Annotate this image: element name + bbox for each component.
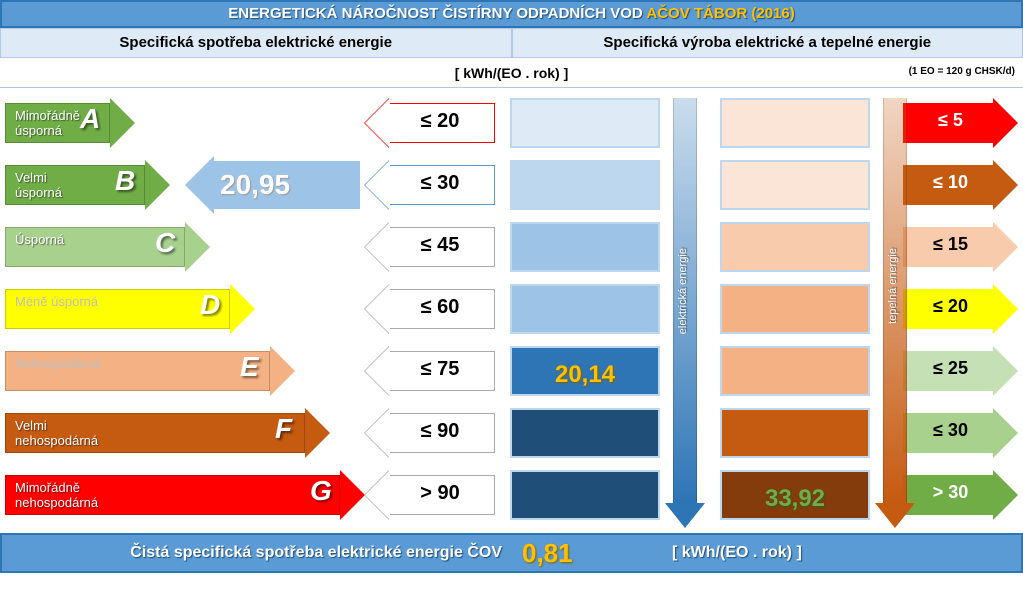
heat-block-E (720, 346, 870, 396)
content-area: Čistá specifická spotřeba elektrické ene… (0, 88, 1023, 536)
heat-block-F (720, 408, 870, 458)
heat-block-A (720, 98, 870, 148)
category-arrow-E: Nehospodárná E (5, 346, 295, 396)
elec-block-E: 20,14 (510, 346, 660, 396)
elec-block-F (510, 408, 660, 458)
right-threshold-B: ≤ 10 (903, 160, 1018, 210)
threshold-C: ≤ 45 (365, 222, 495, 272)
footer-unit: [ kWh/(EO . rok) ] (672, 544, 1021, 562)
right-threshold-C: ≤ 15 (903, 222, 1018, 272)
title-prefix: ENERGETICKÁ NÁROČNOST ČISTÍRNY ODPADNÍCH… (228, 5, 646, 22)
category-arrow-F: Velminehospodárná F (5, 408, 330, 458)
elec-block-B (510, 160, 660, 210)
elec-block-D (510, 284, 660, 334)
title-location: AČOV TÁBOR (2016) (646, 5, 794, 22)
right-threshold-D: ≤ 20 (903, 284, 1018, 334)
header-right: Specifická výroba elektrické a tepelné e… (512, 28, 1023, 58)
category-arrow-B: Velmiúsporná B (5, 160, 170, 210)
main-title: ENERGETICKÁ NÁROČNOST ČISTÍRNY ODPADNÍCH… (0, 0, 1023, 28)
down-arrow-elec: elektrická energie (665, 98, 705, 528)
threshold-B: ≤ 30 (365, 160, 495, 210)
footer-value: 0,81 (522, 538, 672, 569)
right-threshold-E: ≤ 25 (903, 346, 1018, 396)
threshold-A: ≤ 20 (365, 98, 495, 148)
heat-block-C (720, 222, 870, 272)
threshold-F: ≤ 90 (365, 408, 495, 458)
header-left: Specifická spotřeba elektrické energie (0, 28, 512, 58)
elec-block-C (510, 222, 660, 272)
elec-block-G (510, 470, 660, 520)
right-threshold-G: > 30 (903, 470, 1018, 520)
threshold-E: ≤ 75 (365, 346, 495, 396)
footer-bar: Čistá specifická spotřeba elektrické ene… (0, 533, 1023, 573)
right-threshold-F: ≤ 30 (903, 408, 1018, 458)
unit-label: [ kWh/(EO . rok) ] (0, 58, 1023, 88)
down-arrow-heat: tepelná energie (875, 98, 915, 528)
threshold-G: > 90 (365, 470, 495, 520)
heat-block-B (720, 160, 870, 210)
right-threshold-A: ≤ 5 (903, 98, 1018, 148)
unit-note: (1 EO = 120 g CHSK/d) (909, 66, 1015, 77)
category-arrow-G: Mimořádněnehospodárná G (5, 470, 365, 520)
threshold-D: ≤ 60 (365, 284, 495, 334)
unit-row: [ kWh/(EO . rok) ] (1 EO = 120 g CHSK/d) (0, 58, 1023, 88)
category-arrow-C: Úsporná C (5, 222, 210, 272)
category-arrow-D: Méně úsporná D (5, 284, 255, 334)
elec-block-A (510, 98, 660, 148)
footer-label: Čistá specifická spotřeba elektrické ene… (2, 544, 522, 562)
indicator-arrow: 20,95 (185, 156, 360, 214)
heat-block-G: 33,92 (720, 470, 870, 520)
sub-header: Specifická spotřeba elektrické energie S… (0, 28, 1023, 58)
category-arrow-A: Mimořádněúsporná A (5, 98, 135, 148)
heat-block-D (720, 284, 870, 334)
